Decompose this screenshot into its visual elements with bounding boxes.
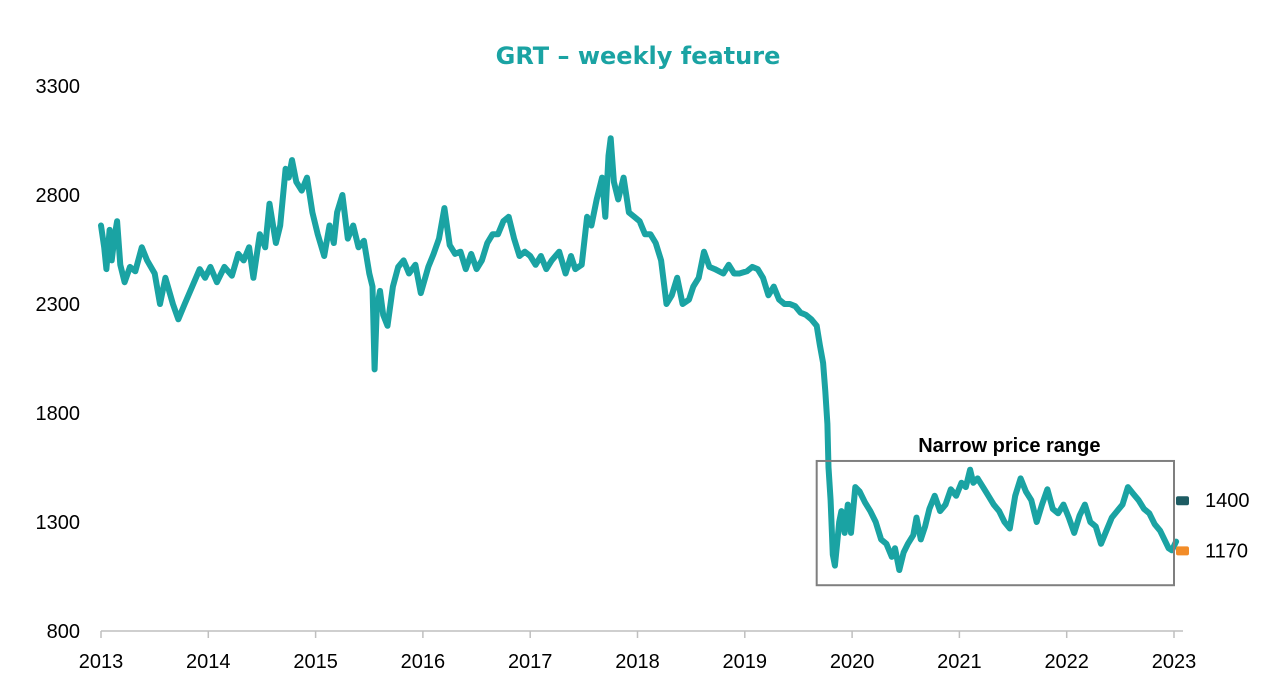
marker-swatch-1170 [1176, 546, 1189, 556]
marker-label-1400: 1400 [1205, 490, 1250, 512]
x-tick-label: 2020 [830, 651, 875, 673]
y-tick-label: 1800 [36, 403, 81, 425]
y-tick-label: 1300 [36, 512, 81, 534]
narrow-range-label: Narrow price range [918, 435, 1100, 457]
series-line-grt [98, 135, 1180, 573]
annotation-layer: Narrow price range [815, 435, 1175, 587]
y-tick-label: 800 [47, 621, 80, 643]
x-tick-label: 2022 [1044, 651, 1089, 673]
series-layer [98, 135, 1180, 573]
y-tick-label: 3300 [36, 76, 81, 98]
marker-label-1170: 1170 [1205, 540, 1248, 562]
x-tick-label: 2014 [186, 651, 231, 673]
y-tick-label: 2800 [36, 185, 81, 207]
x-tick-label: 2023 [1152, 651, 1197, 673]
x-tick-label: 2019 [723, 651, 768, 673]
x-axis: 2013 2014 2015 2016 2017 2018 2019 2020 2021 2022… [79, 630, 1197, 673]
marker-swatch-1400 [1176, 496, 1189, 506]
x-tick-label: 2016 [401, 651, 446, 673]
x-tick-label: 2018 [615, 651, 660, 673]
marker-layer: 1400 1170 [1176, 490, 1250, 562]
x-tick-label: 2021 [937, 651, 982, 673]
narrow-range-box [815, 459, 1175, 587]
x-tick-label: 2017 [508, 651, 553, 673]
y-tick-label: 2300 [36, 294, 81, 316]
chart-title: GRT – weekly feature [496, 42, 781, 70]
x-tick-label: 2015 [293, 651, 338, 673]
x-tick-label: 2013 [79, 651, 124, 673]
y-axis-ticks: 800 1300 1800 2300 2800 3300 [36, 76, 81, 643]
